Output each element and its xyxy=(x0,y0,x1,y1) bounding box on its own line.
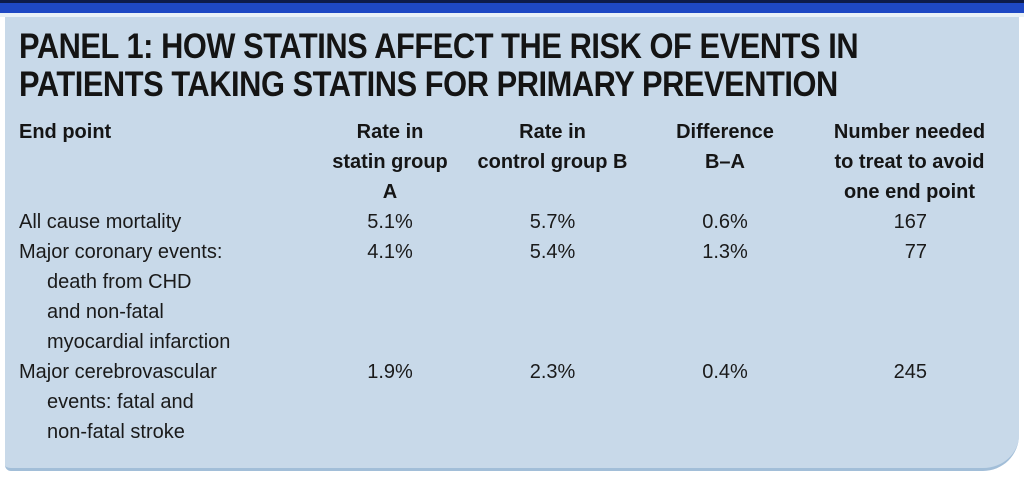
table-row: Major cerebrovascular events: fatal and … xyxy=(5,357,1019,447)
end-point-line: non-fatal stroke xyxy=(47,421,185,444)
col-header-line: Difference xyxy=(676,121,774,144)
end-point-cell: All cause mortality xyxy=(5,207,325,237)
table-row: All cause mortality 5.1% 5.7% 0.6% 167 xyxy=(5,207,1019,237)
rate-statin-value: 5.1% xyxy=(367,211,413,234)
difference-value: 0.6% xyxy=(702,211,748,234)
nnt-value: 77 xyxy=(904,241,927,264)
top-accent-gap xyxy=(0,13,1024,17)
rate-statin-value: 1.9% xyxy=(367,361,413,384)
panel-title: PANEL 1: HOW STATINS AFFECT THE RISK OF … xyxy=(5,17,1019,104)
rate-control-value: 5.7% xyxy=(529,211,576,234)
col-header-line: Rate in xyxy=(356,121,424,144)
table-header-row: End point Rate in statin group A Rate in… xyxy=(5,117,1019,207)
difference-value: 1.3% xyxy=(702,241,748,264)
table-row: Major coronary events: death from CHD an… xyxy=(5,237,1019,357)
col-header-nnt: Number needed to treat to avoid one end … xyxy=(800,117,1019,207)
col-header-line: to treat to avoid xyxy=(834,151,985,174)
end-point-line: events: fatal and xyxy=(47,391,194,414)
col-header-line: B–A xyxy=(704,151,745,174)
difference-value: 0.4% xyxy=(702,361,748,384)
panel-1-container: PANEL 1: HOW STATINS AFFECT THE RISK OF … xyxy=(5,17,1019,471)
col-header-difference: Difference B–A xyxy=(650,117,800,177)
end-point-line: death from CHD xyxy=(47,271,192,294)
end-point-line: Major coronary events: xyxy=(19,241,223,264)
end-point-cell: Major cerebrovascular events: fatal and … xyxy=(5,357,325,447)
nnt-value: 245 xyxy=(893,361,927,384)
end-point-line: myocardial infarction xyxy=(47,331,231,354)
col-header-line: control group B xyxy=(477,151,628,174)
col-header-line: Rate in xyxy=(519,121,586,144)
col-header-line: one end point xyxy=(843,181,976,204)
end-point-cell: Major coronary events: death from CHD an… xyxy=(5,237,325,357)
end-point-line: All cause mortality xyxy=(19,211,182,234)
end-point-line: and non-fatal xyxy=(47,301,164,324)
statins-risk-table: End point Rate in statin group A Rate in… xyxy=(5,117,1019,447)
col-header-rate-statin: Rate in statin group A xyxy=(325,117,455,207)
panel-title-line-2: PATIENTS TAKING STATINS FOR PRIMARY PREV… xyxy=(19,65,838,105)
rate-statin-value: 4.1% xyxy=(367,241,413,264)
col-header-end-point: End point xyxy=(5,117,325,147)
col-header-line: End point xyxy=(19,121,112,144)
nnt-value: 167 xyxy=(893,211,927,234)
col-header-line: Number needed xyxy=(833,121,986,144)
col-header-rate-control: Rate in control group B xyxy=(455,117,650,177)
rate-control-value: 5.4% xyxy=(529,241,576,264)
panel-title-line-1: PANEL 1: HOW STATINS AFFECT THE RISK OF … xyxy=(19,27,859,66)
top-accent-bar xyxy=(0,0,1024,13)
end-point-line: Major cerebrovascular xyxy=(19,361,217,384)
rate-control-value: 2.3% xyxy=(529,361,576,384)
col-header-line: statin group A xyxy=(332,151,448,204)
